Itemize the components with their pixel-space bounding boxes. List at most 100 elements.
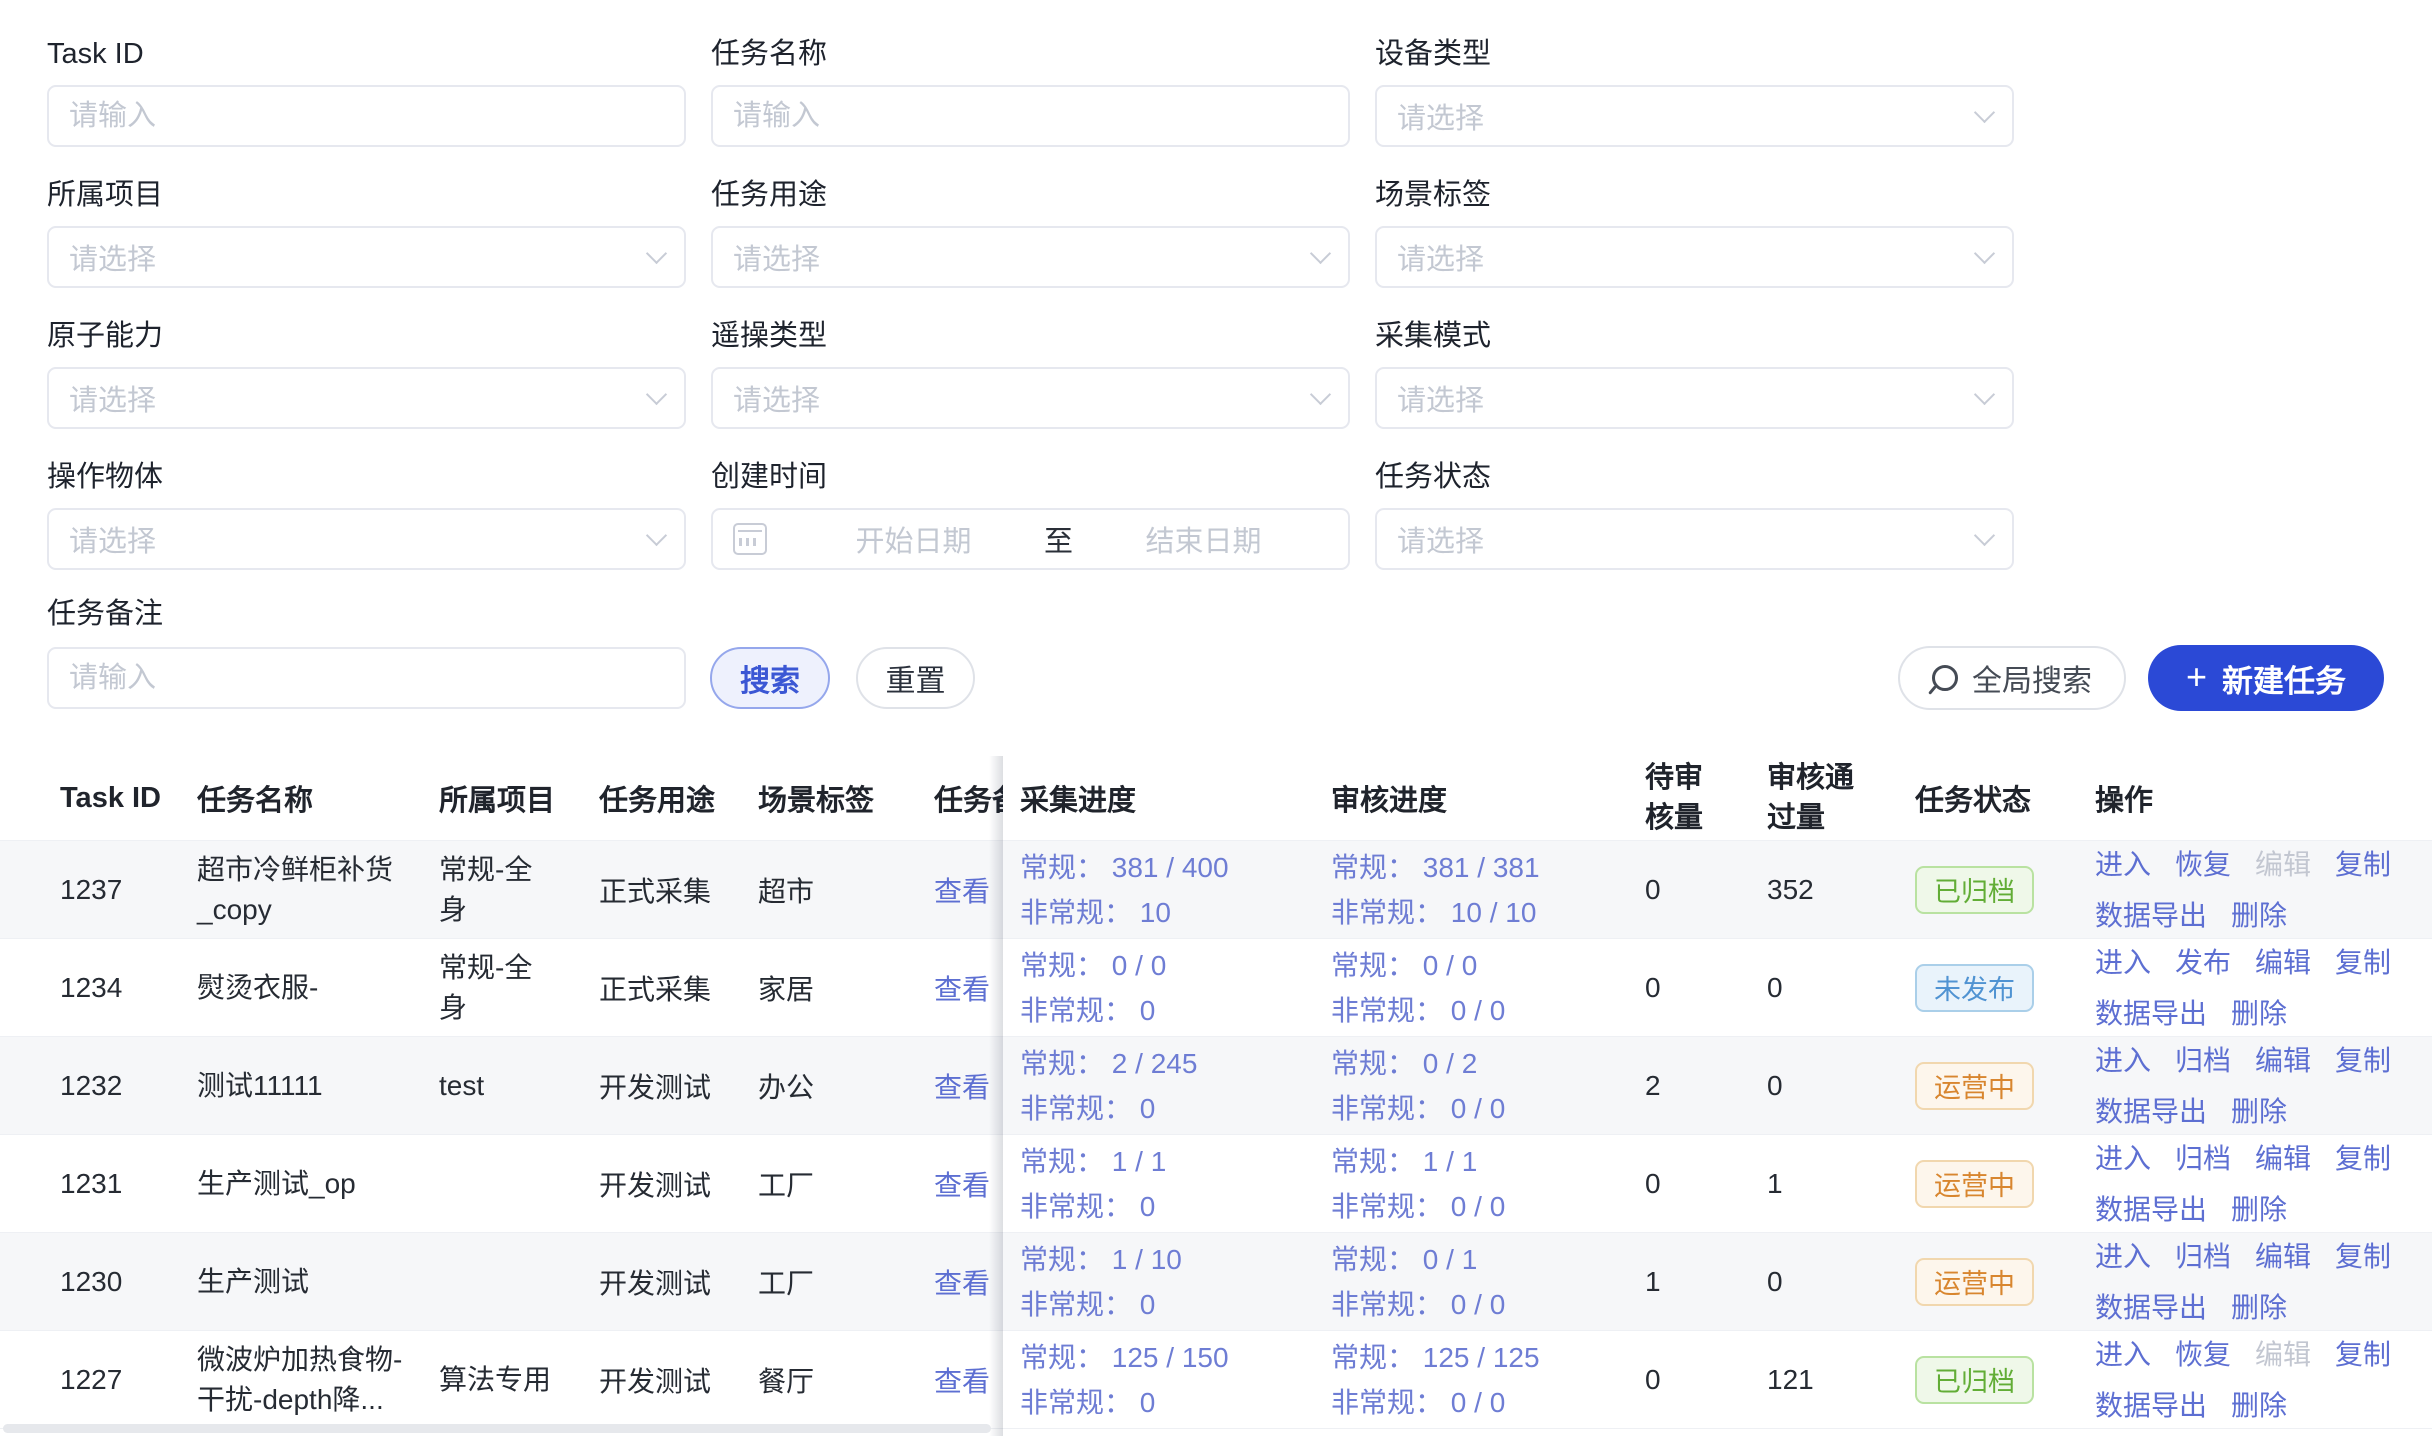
action-export-link[interactable]: 数据导出 bbox=[2095, 1291, 2208, 1323]
scene-cell: 办公 bbox=[758, 1071, 815, 1103]
header-task-status: 任务状态 bbox=[1915, 785, 2032, 817]
header-collect-progress: 采集进度 bbox=[1020, 785, 1137, 817]
action-edit-link[interactable]: 编辑 bbox=[2255, 1240, 2312, 1272]
table-row: 常规： 125 / 150 非常规： 0 常规： 125 / 125 非常规： 0 … bbox=[1003, 1331, 2432, 1429]
action-restore-link[interactable]: 恢复 bbox=[2175, 1338, 2232, 1370]
action-enter-link[interactable]: 进入 bbox=[2095, 1338, 2152, 1370]
status-badge: 运营中 bbox=[1915, 1159, 2034, 1208]
device-type-select[interactable]: 请选择 bbox=[1375, 85, 2014, 147]
table-row: 常规： 1 / 10 非常规： 0 常规： 0 / 1 非常规： 0 / 0 1 0… bbox=[1003, 1233, 2432, 1331]
review-progress-cell: 常规： 0 / 0 非常规： 0 / 0 bbox=[1331, 939, 1633, 1036]
task-name-input[interactable] bbox=[711, 85, 1350, 147]
task-id-cell: 1237 bbox=[60, 873, 123, 905]
teleop-type-select[interactable]: 请选择 bbox=[711, 367, 1350, 429]
action-enter-link[interactable]: 进入 bbox=[2095, 1240, 2152, 1272]
atomic-capability-select[interactable]: 请选择 bbox=[47, 367, 686, 429]
approved-count-cell: 1 bbox=[1767, 1167, 1783, 1199]
filter-label: 任务备注 bbox=[47, 598, 164, 630]
chevron-down-icon bbox=[1309, 383, 1332, 405]
operate-object-select[interactable]: 请选择 bbox=[47, 508, 686, 570]
action-export-link[interactable]: 数据导出 bbox=[2095, 1389, 2208, 1421]
task-id-input[interactable] bbox=[47, 85, 686, 147]
view-remark-link[interactable]: 查看 bbox=[934, 1071, 991, 1103]
action-enter-link[interactable]: 进入 bbox=[2095, 946, 2152, 978]
table-row: 常规： 0 / 0 非常规： 0 常规： 0 / 0 非常规： 0 / 0 0 0 … bbox=[1003, 939, 2432, 1037]
action-edit-link[interactable]: 编辑 bbox=[2255, 848, 2312, 880]
filter-field-task-name: 任务名称 bbox=[711, 36, 1350, 147]
task-remark-input[interactable] bbox=[47, 647, 686, 709]
action-archive-link[interactable]: 归档 bbox=[2175, 1240, 2232, 1272]
status-cell: 未发布 bbox=[1915, 939, 2095, 1036]
collect-progress-cell: 常规： 0 / 0 非常规： 0 bbox=[1003, 939, 1331, 1036]
action-copy-link[interactable]: 复制 bbox=[2335, 848, 2392, 880]
header-pending-count: 待审核量 bbox=[1645, 762, 1704, 834]
actions-cell: 进入 恢复 编辑 复制 数据导出 删除 bbox=[2095, 1331, 2432, 1428]
action-edit-link[interactable]: 编辑 bbox=[2255, 1338, 2312, 1370]
view-remark-link[interactable]: 查看 bbox=[934, 973, 991, 1005]
scene-cell: 餐厅 bbox=[758, 1365, 815, 1397]
header-purpose: 任务用途 bbox=[599, 785, 716, 817]
action-copy-link[interactable]: 复制 bbox=[2335, 1044, 2392, 1076]
action-edit-link[interactable]: 编辑 bbox=[2255, 1142, 2312, 1174]
header-task-id: Task ID bbox=[60, 781, 162, 814]
view-remark-link[interactable]: 查看 bbox=[934, 1169, 991, 1201]
action-restore-link[interactable]: 恢复 bbox=[2175, 848, 2232, 880]
create-time-range-picker[interactable]: 开始日期 至 结束日期 bbox=[711, 508, 1350, 570]
task-name-cell: 测试11111 bbox=[197, 1037, 439, 1134]
action-export-link[interactable]: 数据导出 bbox=[2095, 1193, 2208, 1225]
table-fixed-left-pane: Task ID 任务名称 所属项目 任务用途 场景标签 任务备注 1237 超市… bbox=[0, 756, 1003, 1436]
new-task-button[interactable]: + 新建任务 bbox=[2147, 645, 2384, 711]
action-enter-link[interactable]: 进入 bbox=[2095, 1044, 2152, 1076]
action-copy-link[interactable]: 复制 bbox=[2335, 1142, 2392, 1174]
task-table: Task ID 任务名称 所属项目 任务用途 场景标签 任务备注 1237 超市… bbox=[0, 756, 2432, 1436]
reset-button[interactable]: 重置 bbox=[856, 647, 975, 709]
view-remark-link[interactable]: 查看 bbox=[934, 875, 991, 907]
status-cell: 已归档 bbox=[1915, 1331, 2095, 1428]
collect-regular: 常规： 125 / 150 bbox=[1020, 1341, 1229, 1373]
collect-mode-select[interactable]: 请选择 bbox=[1375, 367, 2014, 429]
scene-tag-select[interactable]: 请选择 bbox=[1375, 226, 2014, 288]
task-purpose-select[interactable]: 请选择 bbox=[711, 226, 1350, 288]
action-copy-link[interactable]: 复制 bbox=[2335, 946, 2392, 978]
action-delete-link[interactable]: 删除 bbox=[2231, 1193, 2288, 1225]
global-search-button[interactable]: 全局搜索 bbox=[1897, 646, 2126, 710]
action-copy-link[interactable]: 复制 bbox=[2335, 1240, 2392, 1272]
task-name-text: 测试11111 bbox=[197, 1069, 323, 1101]
action-export-link[interactable]: 数据导出 bbox=[2095, 997, 2208, 1029]
table-header-row: 采集进度 审核进度 待审核量 审核通过量 任务状态 操作 bbox=[1003, 756, 2432, 841]
collect-irregular: 非常规： 0 bbox=[1020, 1288, 1156, 1320]
view-remark-link[interactable]: 查看 bbox=[934, 1267, 991, 1299]
purpose-cell: 开发测试 bbox=[599, 1267, 712, 1299]
action-delete-link[interactable]: 删除 bbox=[2231, 997, 2288, 1029]
action-edit-link[interactable]: 编辑 bbox=[2255, 946, 2312, 978]
action-edit-link[interactable]: 编辑 bbox=[2255, 1044, 2312, 1076]
collect-irregular: 非常规： 0 bbox=[1020, 1190, 1156, 1222]
action-delete-link[interactable]: 删除 bbox=[2231, 1291, 2288, 1323]
review-progress-cell: 常规： 0 / 1 非常规： 0 / 0 bbox=[1331, 1233, 1633, 1330]
action-enter-link[interactable]: 进入 bbox=[2095, 848, 2152, 880]
action-enter-link[interactable]: 进入 bbox=[2095, 1142, 2152, 1174]
task-status-select[interactable]: 请选择 bbox=[1375, 508, 2014, 570]
action-export-link[interactable]: 数据导出 bbox=[2095, 1095, 2208, 1127]
action-archive-link[interactable]: 归档 bbox=[2175, 1044, 2232, 1076]
action-publish-link[interactable]: 发布 bbox=[2175, 946, 2232, 978]
view-remark-link[interactable]: 查看 bbox=[934, 1365, 991, 1397]
action-export-link[interactable]: 数据导出 bbox=[2095, 899, 2208, 931]
table-row: 1230 生产测试 开发测试 工厂 查看 bbox=[0, 1233, 1003, 1331]
pending-count-cell: 0 bbox=[1645, 971, 1661, 1003]
action-archive-link[interactable]: 归档 bbox=[2175, 1142, 2232, 1174]
project-select[interactable]: 请选择 bbox=[47, 226, 686, 288]
action-copy-link[interactable]: 复制 bbox=[2335, 1338, 2392, 1370]
action-delete-link[interactable]: 删除 bbox=[2231, 899, 2288, 931]
header-review-progress: 审核进度 bbox=[1331, 785, 1448, 817]
select-placeholder: 请选择 bbox=[733, 385, 821, 417]
remark-cell: 查看 bbox=[930, 1233, 1003, 1330]
start-date-placeholder[interactable]: 开始日期 bbox=[855, 526, 972, 558]
action-delete-link[interactable]: 删除 bbox=[2231, 1095, 2288, 1127]
search-button[interactable]: 搜索 bbox=[710, 647, 830, 709]
horizontal-scrollbar-thumb[interactable] bbox=[3, 1424, 991, 1433]
end-date-placeholder[interactable]: 结束日期 bbox=[1145, 526, 1262, 558]
filter-field-task-id: Task ID bbox=[47, 36, 686, 147]
action-delete-link[interactable]: 删除 bbox=[2231, 1389, 2288, 1421]
actions-cell: 进入 归档 编辑 复制 数据导出 删除 bbox=[2095, 1037, 2432, 1134]
